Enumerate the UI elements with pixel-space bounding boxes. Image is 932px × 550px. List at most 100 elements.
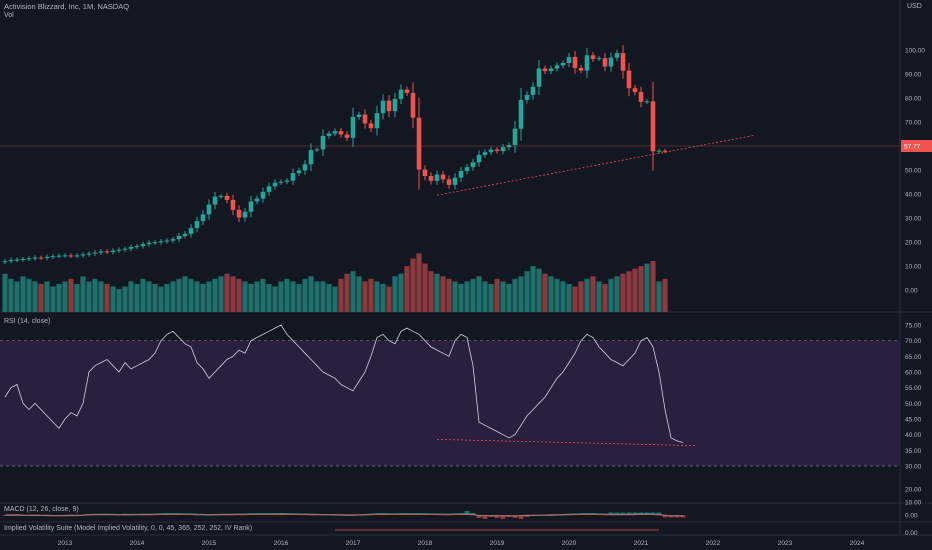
candle-body xyxy=(650,101,656,152)
volume-bar xyxy=(440,276,446,312)
candle-body xyxy=(170,239,176,241)
candle-body xyxy=(188,228,194,234)
volume-bar xyxy=(296,283,302,312)
volume-bar xyxy=(530,266,536,312)
volume-bar xyxy=(128,281,134,312)
volume-bar xyxy=(320,281,326,312)
candle-body xyxy=(98,251,104,253)
volume-bar xyxy=(494,278,500,312)
volume-bar xyxy=(116,289,122,312)
candle-body xyxy=(362,114,368,124)
volume-bar xyxy=(662,278,668,312)
macd-hist-bar xyxy=(518,515,524,519)
volume-bar xyxy=(182,276,188,312)
candle-body xyxy=(218,195,224,197)
candle-body xyxy=(122,248,128,250)
candle-body xyxy=(368,123,374,129)
volume-bar xyxy=(164,283,170,312)
rsi-tick-label: 65.00 xyxy=(905,354,922,361)
candle-body xyxy=(536,68,542,87)
volume-bar xyxy=(68,278,74,312)
rsi-tick-label: 75.00 xyxy=(905,323,922,330)
rsi-tick-label: 55.00 xyxy=(905,385,922,392)
candle-body xyxy=(452,177,458,185)
volume-bar xyxy=(590,276,596,312)
volume-bar xyxy=(206,281,212,312)
volume-bar xyxy=(428,271,434,312)
candle-body xyxy=(500,147,506,152)
macd-hist-bar xyxy=(494,515,500,518)
rsi-band xyxy=(0,340,900,467)
volume-bar xyxy=(38,283,44,312)
volume-bar xyxy=(80,276,86,312)
x-tick-label: 2021 xyxy=(634,540,649,547)
volume-bar xyxy=(404,266,410,312)
candle-body xyxy=(524,94,530,100)
candle-body xyxy=(308,150,314,165)
volume-bar xyxy=(110,286,116,312)
rsi-tick-label: 45.00 xyxy=(905,417,922,424)
candle-body xyxy=(662,150,668,152)
macd-tick-label: 20.00 xyxy=(905,487,922,494)
volume-bar xyxy=(272,286,278,312)
axes: 100.00 90.00 80.00 70.00 60.00 50.00 40.00 30.0… xyxy=(58,48,932,547)
volume-bar xyxy=(20,276,26,312)
price-tick-label: 10.00 xyxy=(905,264,922,271)
candle-body xyxy=(284,180,290,182)
volume-bar xyxy=(464,281,470,312)
volume-bar xyxy=(290,281,296,312)
candle-body xyxy=(254,198,260,202)
volume-bar xyxy=(458,283,464,312)
price-tick-label: 70.00 xyxy=(905,120,922,127)
volume-bar xyxy=(338,278,344,312)
volume-bar xyxy=(626,271,632,312)
candle-body xyxy=(548,68,554,72)
volume-bar xyxy=(392,276,398,312)
candle-body xyxy=(344,134,350,138)
candle-body xyxy=(434,174,440,181)
rsi-tick-label: 35.00 xyxy=(905,448,922,455)
candle-body xyxy=(392,98,398,112)
volume-bar xyxy=(212,278,218,312)
candle-body xyxy=(74,255,80,257)
symbol-title: Activision Blizzard, Inc, 1M, NASDAQ xyxy=(4,2,130,11)
x-tick-label: 2014 xyxy=(130,540,145,547)
volume-bar xyxy=(470,278,476,312)
candle-body xyxy=(554,65,560,69)
candle-body xyxy=(182,233,188,236)
volume-bar xyxy=(188,278,194,312)
candle-body xyxy=(272,182,278,187)
rsi-trendline xyxy=(436,438,696,447)
volume-bar xyxy=(26,278,32,312)
volume-bar xyxy=(254,281,260,312)
candle-body xyxy=(26,258,32,260)
macd-hist-bar xyxy=(464,511,470,515)
candle-body xyxy=(476,154,482,163)
volume-bar xyxy=(218,276,224,312)
macd-pane xyxy=(2,511,686,519)
macd-hist-bar xyxy=(620,512,626,515)
candle-body xyxy=(482,152,488,155)
candle-body xyxy=(512,128,518,146)
candle-body xyxy=(386,100,392,112)
volume-bar xyxy=(368,278,374,312)
volume-bar xyxy=(632,268,638,312)
volume-bar xyxy=(314,281,320,312)
trendlines xyxy=(0,134,900,447)
rsi-title: RSI (14, close) xyxy=(4,318,51,325)
volume-bar xyxy=(356,276,362,312)
x-tick-label: 2017 xyxy=(346,540,361,547)
candle-body xyxy=(110,250,116,253)
candle-body xyxy=(164,240,170,242)
candle-body xyxy=(302,164,308,171)
candle-body xyxy=(410,92,416,118)
candle-body xyxy=(152,242,158,244)
candle-body xyxy=(146,242,152,245)
volume-bar xyxy=(104,283,110,312)
candle-body xyxy=(326,133,332,136)
candle-body xyxy=(176,236,182,240)
volume-bar xyxy=(572,286,578,312)
candle-body xyxy=(128,247,134,249)
volume-bar xyxy=(122,286,128,312)
